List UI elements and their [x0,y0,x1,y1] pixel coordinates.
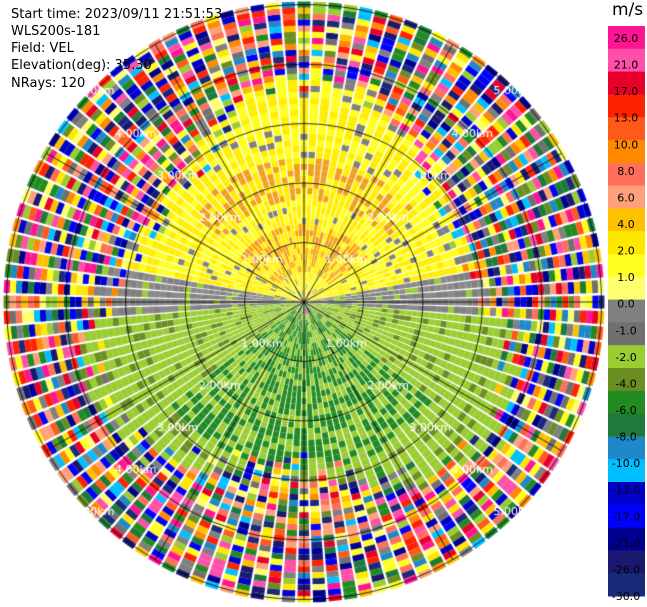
colorbar-tick-label: 8.0 [617,165,635,178]
colorbar-tick-label: -2.0 [615,351,636,364]
colorbar-segment [608,322,645,346]
colorbar-segment [608,208,645,232]
colorbar-tick-label: -4.0 [615,377,636,390]
colorbar-segment [608,368,645,392]
colorbar-segment [608,459,645,483]
colorbar-tick-label: 1.0 [617,271,635,284]
colorbar-segment [608,71,645,95]
colorbar-tick-label: -21.0 [612,537,640,550]
colorbar-tick-label: -1.0 [615,324,636,337]
colorbar-segment [608,482,645,506]
colorbar-segment [608,162,645,187]
colorbar-segment [608,504,645,529]
nrays-text: NRays: 120 [11,76,86,91]
colorbar: 26.0 21.0 17.0 13.0 10.0 8.0 6.0 4.0 2.0 1.0 0.0 -1… [608,26,645,601]
field-text: Field: VEL [11,41,74,56]
instrument-name: WLS200s-181 [11,24,101,39]
colorbar-tick-label: 26.0 [614,32,639,45]
colorbar-tick-label: 10.0 [614,138,639,151]
colorbar-tick-label: 21.0 [614,59,639,72]
colorbar-tick-label: 4.0 [617,218,635,231]
colorbar-segment [608,94,645,118]
colorbar-segment [608,573,645,597]
colorbar-tick-label: 13.0 [614,112,639,125]
colorbar-segment [608,117,645,141]
start-time-text: Start time: 2023/09/11 21:51:53 [11,7,223,22]
colorbar-tick-label: -6.0 [615,404,636,417]
colorbar-tick-label: 0.0 [617,298,635,311]
colorbar-tick-label: -26.0 [612,563,640,576]
colorbar-tick-label: -10.0 [612,457,640,470]
colorbar-segment [608,185,645,209]
colorbar-tick-label: -30.0 [612,590,640,601]
colorbar-tick-label: -17.0 [612,510,640,523]
colorbar-unit-label: m/s [612,0,644,20]
colorbar-segment [608,550,645,574]
colorbar-segment [608,26,645,50]
colorbar-segment [608,390,645,415]
colorbar-tick-label: 17.0 [614,85,639,98]
colorbar-segment [608,345,645,369]
scan-info: Start time: 2023/09/11 21:51:53 WLS200s-… [11,6,222,92]
colorbar-segment [608,231,645,255]
colorbar-segment [608,48,645,73]
colorbar-segment [608,276,645,301]
colorbar-tick-label: -13.0 [612,484,640,497]
elevation-text: Elevation(deg): 35.30 [11,58,152,73]
colorbar-tick-label: 2.0 [617,245,635,258]
colorbar-segment [608,413,645,437]
colorbar-segment [608,436,645,460]
colorbar-tick-label: 6.0 [617,191,635,204]
colorbar-segment [608,254,645,278]
colorbar-segment [608,140,645,164]
colorbar-tick-label: -8.0 [615,431,636,444]
colorbar-segment [608,299,645,323]
colorbar-segment [608,527,645,551]
